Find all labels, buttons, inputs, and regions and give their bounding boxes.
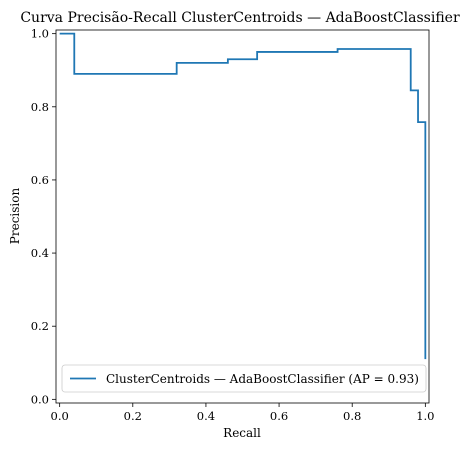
x-axis-ticks: 0.0 0.2 0.4 0.6 0.8 1.0 (51, 403, 434, 423)
x-tick-label: 0.0 (51, 409, 69, 423)
x-tick-label: 0.2 (124, 409, 142, 423)
y-axis-ticks: 0.0 0.2 0.4 0.6 0.8 1.0 (31, 27, 56, 406)
y-tick-label: 0.0 (31, 392, 49, 406)
legend-box (61, 364, 427, 393)
legend-entry-label: ClusterCentroids — AdaBoostClassifier (A… (106, 372, 419, 386)
legend: ClusterCentroids — AdaBoostClassifier (A… (61, 364, 427, 393)
y-tick-label: 0.8 (31, 100, 49, 114)
series-line-0 (59, 32, 427, 360)
series-marks (59, 32, 427, 360)
y-tick-label: 0.2 (31, 319, 49, 333)
x-tick-label: 0.4 (197, 409, 215, 423)
x-tick-label: 0.6 (270, 409, 288, 423)
chart-title: Curva Precisão-Recall ClusterCentroids —… (20, 10, 460, 26)
plot-frame (55, 29, 430, 404)
y-tick-label: 0.6 (31, 173, 49, 187)
y-tick-label: 0.4 (31, 246, 49, 260)
y-axis-label: Precision (8, 188, 22, 245)
x-tick-label: 1.0 (416, 409, 434, 423)
x-axis-label: Recall (223, 426, 261, 440)
y-tick-label: 1.0 (31, 27, 49, 41)
x-tick-label: 0.8 (343, 409, 361, 423)
plot-area: 0.0 0.2 0.4 0.6 0.8 1.0 0.0 0.2 0.4 0.6 0.8 1.0 (31, 27, 435, 423)
